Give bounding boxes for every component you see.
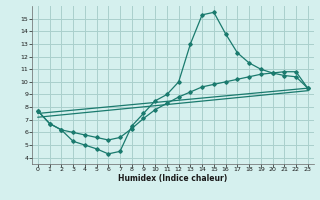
X-axis label: Humidex (Indice chaleur): Humidex (Indice chaleur)	[118, 174, 228, 183]
